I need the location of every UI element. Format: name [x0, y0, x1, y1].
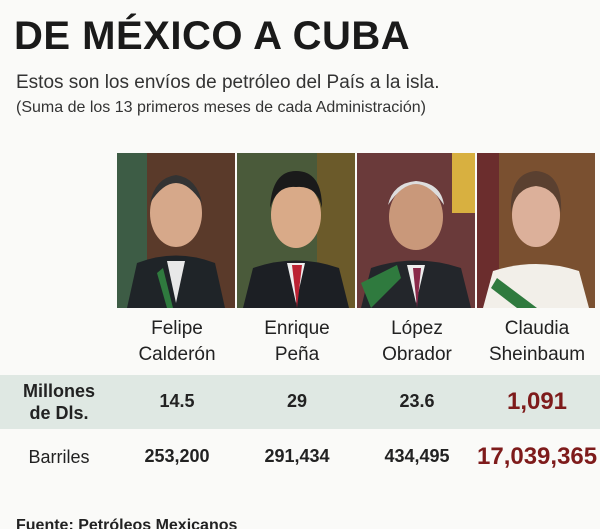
- name-line: Calderón: [138, 344, 216, 365]
- cell: 14.5: [159, 391, 195, 411]
- column-header: Enrique Peña: [237, 316, 357, 368]
- portrait: [117, 153, 235, 308]
- name-line: Sheinbaum: [488, 344, 586, 365]
- title: DE MÉXICO A CUBA: [14, 14, 411, 58]
- name-line: Obrador: [382, 344, 452, 365]
- cell: 17,039,365: [477, 443, 598, 470]
- column-header: López Obrador: [357, 316, 477, 368]
- portrait: [357, 153, 475, 308]
- cell: 253,200: [144, 446, 210, 466]
- name-line: Felipe: [151, 318, 203, 339]
- column-header: Felipe Calderón: [117, 316, 237, 368]
- cell: 1,091: [506, 388, 568, 415]
- label-line: de Dls.: [29, 403, 89, 423]
- name-line: Enrique: [264, 318, 330, 339]
- name-line: Peña: [274, 344, 320, 365]
- portrait: [477, 153, 595, 308]
- label-line: Barriles: [28, 447, 90, 467]
- name-line: López: [391, 318, 443, 339]
- cell: 434,495: [384, 446, 450, 466]
- row-label: Barriles: [0, 446, 118, 468]
- source: Fuente: Petróleos Mexicanos: [16, 517, 238, 529]
- row-label: Millones de Dls.: [0, 380, 118, 424]
- label-line: Millones: [22, 381, 95, 401]
- row-band: [0, 375, 600, 429]
- cell: 29: [286, 391, 308, 411]
- note: (Suma de los 13 primeros meses de cada A…: [16, 99, 426, 116]
- cell: 291,434: [264, 446, 330, 466]
- portrait: [237, 153, 355, 308]
- name-line: Claudia: [504, 318, 570, 339]
- cell: 23.6: [399, 391, 435, 411]
- subtitle: Estos son los envíos de petróleo del Paí…: [16, 72, 440, 93]
- column-header: Claudia Sheinbaum: [477, 316, 597, 368]
